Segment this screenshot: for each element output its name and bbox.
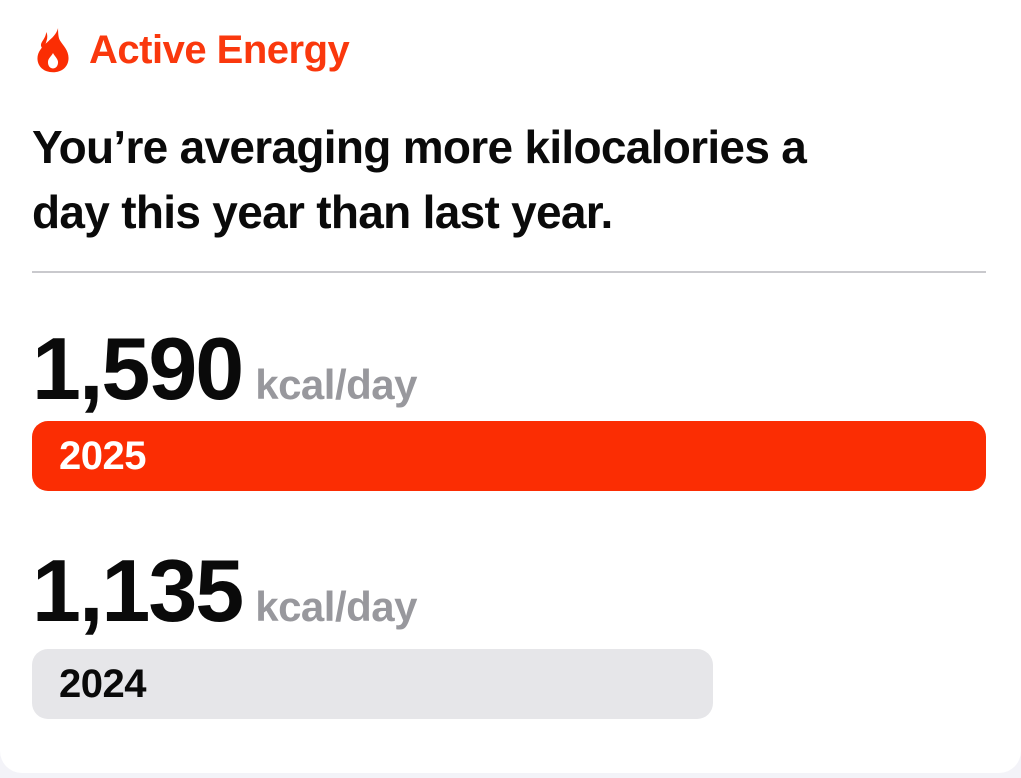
current-year-value-row: 1,590 kcal/day (32, 323, 986, 415)
current-year-bar: 2025 (32, 421, 986, 491)
headline-line-1: You’re averaging more kilocalories a (32, 121, 807, 173)
headline-line-2: day this year than last year. (32, 186, 613, 238)
current-year-label: 2025 (59, 433, 146, 478)
previous-year-label: 2024 (59, 661, 146, 706)
current-year-value: 1,590 (32, 319, 244, 418)
card-header: Active Energy (32, 0, 986, 75)
headline: You’re averaging more kilocalories a day… (32, 115, 986, 245)
previous-year-unit: kcal/day (255, 583, 418, 630)
card-title: Active Energy (89, 27, 350, 72)
previous-year-bar: 2024 (32, 649, 713, 719)
previous-year-value-row: 1,135 kcal/day (32, 545, 986, 637)
current-year-unit: kcal/day (255, 361, 418, 408)
divider (32, 271, 986, 273)
flame-icon (37, 28, 69, 73)
previous-year-value: 1,135 (32, 541, 244, 640)
